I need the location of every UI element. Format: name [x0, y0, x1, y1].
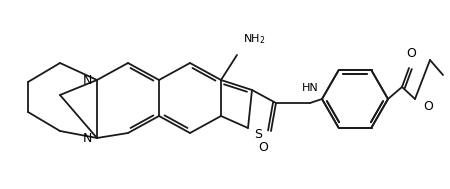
Text: NH$_2$: NH$_2$ [243, 32, 266, 46]
Text: N: N [83, 74, 92, 87]
Text: HN: HN [302, 83, 319, 93]
Text: S: S [254, 128, 262, 140]
Text: O: O [406, 47, 416, 60]
Text: N: N [83, 132, 92, 145]
Text: O: O [258, 141, 268, 154]
Text: O: O [423, 99, 433, 112]
